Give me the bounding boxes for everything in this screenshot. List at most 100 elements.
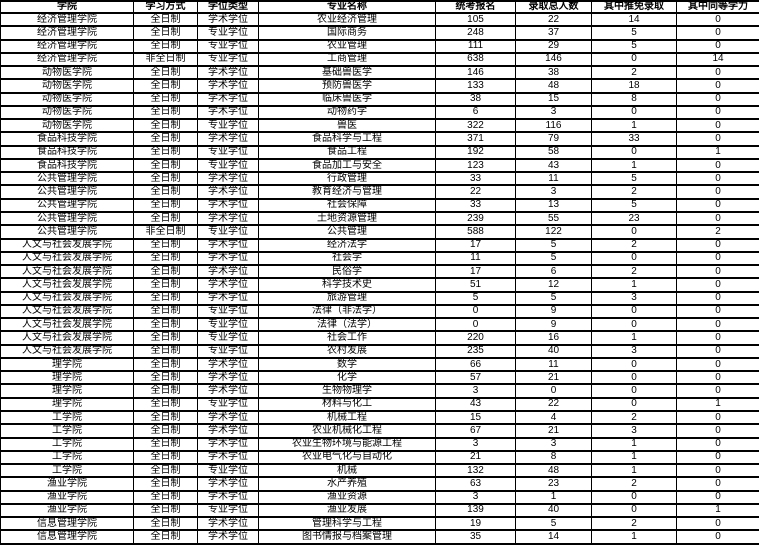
table-cell: 3 (591, 343, 677, 359)
table-cell: 0 (676, 356, 759, 373)
table-cell: 学术学位 (197, 476, 259, 492)
table-cell: 机械工程 (258, 409, 436, 426)
table-cell: 0 (591, 383, 677, 399)
table-cell: 理学院 (0, 370, 134, 386)
table-row: 动物医学院 全日制 学术学位 预防兽医学 133 48 18 0 (0, 78, 759, 94)
table-cell: 139 (435, 502, 516, 519)
table-cell: 学术学位 (197, 78, 259, 94)
table-cell: 0 (515, 383, 592, 399)
table-cell: 146 (515, 51, 592, 68)
table-cell: 人文与社会发展学院 (0, 303, 134, 320)
table-cell: 渔业资源 (258, 489, 436, 505)
table-cell: 3 (435, 489, 516, 505)
table-cell: 社会学 (258, 250, 436, 267)
table-cell: 公共管理学院 (0, 224, 134, 240)
table-cell: 0 (676, 317, 759, 333)
table-cell: 学术学位 (197, 11, 259, 28)
table-cell: 0 (676, 370, 759, 386)
table-cell: 2 (591, 264, 677, 280)
table-cell: 0 (676, 184, 759, 200)
table-row: 工学院 全日制 学术学位 机械工程 15 4 2 0 (0, 409, 759, 426)
table-cell: 理学院 (0, 356, 134, 373)
table-cell: 学术学位 (197, 171, 259, 187)
table-cell: 人文与社会发展学院 (0, 264, 134, 280)
table-cell: 5 (591, 25, 677, 41)
table-row: 动物医学院 全日制 学术学位 基础兽医学 146 38 2 0 (0, 65, 759, 81)
table-cell: 0 (435, 317, 516, 333)
table-row: 信息管理学院 全日制 学术学位 管理科学与工程 19 5 2 0 (0, 516, 759, 532)
table-cell: 人文与社会发展学院 (0, 290, 134, 306)
table-cell: 专业学位 (197, 303, 259, 320)
table-cell: 0 (676, 118, 759, 134)
table-cell: 公共管理学院 (0, 210, 134, 227)
table-cell: 专业学位 (197, 118, 259, 134)
table-cell: 人文与社会发展学院 (0, 250, 134, 267)
table-cell: 法律（非法学） (258, 303, 436, 320)
table-cell: 5 (435, 290, 516, 306)
table-cell: 3 (591, 290, 677, 306)
table-cell: 全日制 (133, 104, 198, 121)
table-cell: 48 (515, 78, 592, 94)
table-row: 理学院 全日制 学术学位 生物物理学 3 0 0 0 (0, 383, 759, 399)
table-cell: 3 (515, 104, 592, 121)
table-cell: 220 (435, 330, 516, 346)
table-body: 经济管理学院 全日制 学术学位 农业经济管理 105 22 14 0 经济管理学院 全日制 专业学位… (0, 11, 759, 545)
table-row: 人文与社会发展学院 全日制 学术学位 社会学 11 5 0 0 (0, 250, 759, 267)
table-cell: 0 (591, 489, 677, 505)
table-cell: 全日制 (133, 330, 198, 346)
table-cell: 学术学位 (197, 516, 259, 532)
table-cell: 学术学位 (197, 529, 259, 545)
table-cell: 学术学位 (197, 489, 259, 505)
table-cell: 11 (515, 171, 592, 187)
table-cell: 公共管理学院 (0, 184, 134, 200)
table-cell: 人文与社会发展学院 (0, 317, 134, 333)
table-cell: 公共管理 (258, 224, 436, 240)
table-cell: 人文与社会发展学院 (0, 277, 134, 293)
table-cell: 学术学位 (197, 423, 259, 439)
table-cell: 全日制 (133, 131, 198, 147)
table-cell: 学术学位 (197, 277, 259, 293)
table-cell: 33 (591, 131, 677, 147)
table-cell: 5 (515, 516, 592, 532)
table-cell: 学术学位 (197, 370, 259, 386)
table-cell: 0 (676, 277, 759, 293)
table-cell: 动物医学院 (0, 104, 134, 121)
table-row: 食品科技学院 全日制 专业学位 食品加工与安全 123 43 1 0 (0, 157, 759, 174)
table-cell: 1 (591, 529, 677, 545)
table-cell: 58 (515, 144, 592, 160)
table-cell: 社会工作 (258, 330, 436, 346)
table-cell: 0 (676, 65, 759, 81)
table-cell: 全日制 (133, 210, 198, 227)
table-row: 信息管理学院 全日制 学术学位 图书情报与档案管理 35 14 1 0 (0, 529, 759, 545)
table-cell: 40 (515, 343, 592, 359)
table-cell: 全日制 (133, 277, 198, 293)
table-cell: 食品科技学院 (0, 131, 134, 147)
table-row: 人文与社会发展学院 全日制 专业学位 法律（非法学） 0 9 0 0 (0, 303, 759, 320)
table-cell: 法律（法学） (258, 317, 436, 333)
table-cell: 13 (515, 197, 592, 214)
table-cell: 农业电气化与自动化 (258, 449, 436, 466)
table-row: 公共管理学院 全日制 学术学位 教育经济与管理 22 3 2 0 (0, 184, 759, 200)
column-header: 统考报名 (435, 0, 516, 14)
table-cell: 经济管理学院 (0, 38, 134, 54)
table-cell: 55 (515, 210, 592, 227)
table-cell: 0 (676, 290, 759, 306)
table-cell: 0 (591, 51, 677, 68)
column-header: 学位类型 (197, 0, 259, 14)
table-head: 学院 学习方式 学位类型 专业名称 统考报名 录取总人数 其中推免录取 其中同等学力 (0, 0, 759, 14)
table-cell: 工学院 (0, 409, 134, 426)
table-cell: 235 (435, 343, 516, 359)
table-cell: 0 (676, 343, 759, 359)
table-cell: 工学院 (0, 449, 134, 466)
table-row: 动物医学院 全日制 学术学位 动物药学 6 3 0 0 (0, 104, 759, 121)
table-cell: 122 (515, 224, 592, 240)
table-cell: 111 (435, 38, 516, 54)
table-cell: 全日制 (133, 11, 198, 28)
table-cell: 2 (591, 184, 677, 200)
table-cell: 2 (591, 409, 677, 426)
table-cell: 专业学位 (197, 396, 259, 412)
table-cell: 全日制 (133, 197, 198, 214)
table-cell: 农业经济管理 (258, 11, 436, 28)
table-cell: 全日制 (133, 171, 198, 187)
table-cell: 6 (435, 104, 516, 121)
